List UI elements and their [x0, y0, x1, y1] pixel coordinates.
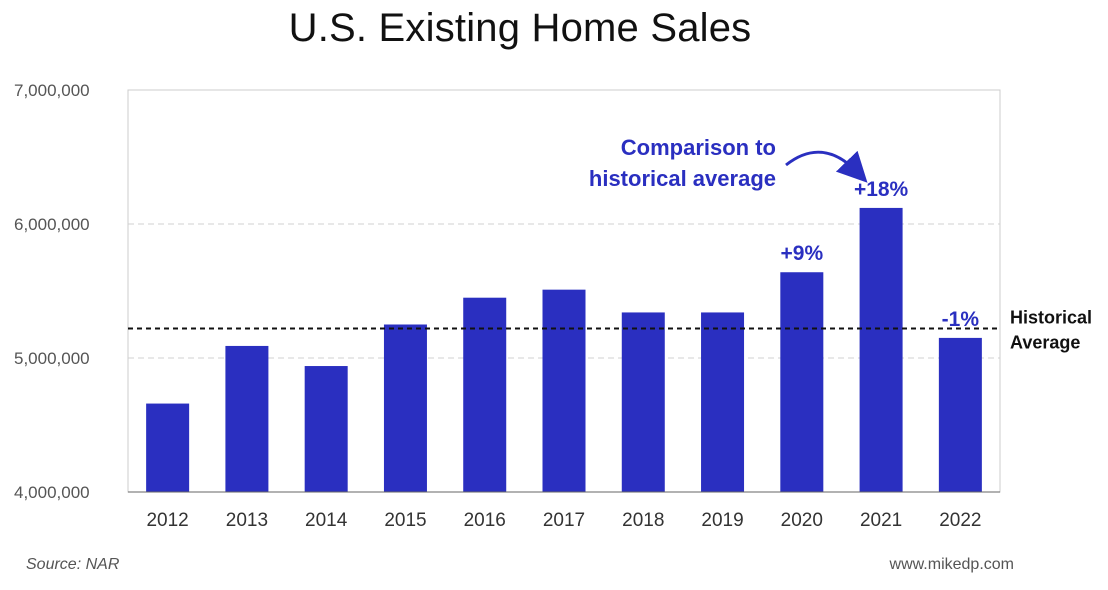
bar-label-2022: -1% — [942, 308, 980, 331]
bar-2019 — [701, 312, 745, 492]
chart-title: U.S. Existing Home Sales — [288, 6, 752, 50]
bar-2014 — [304, 366, 348, 492]
x-tick-label: 2019 — [701, 510, 743, 531]
x-tick-label: 2017 — [543, 510, 585, 531]
bar-2015 — [383, 324, 427, 492]
bar-2022 — [938, 337, 982, 492]
y-tick-label: 6,000,000 — [14, 215, 90, 234]
site-credit: www.mikedp.com — [889, 556, 1014, 573]
annotation-arrow — [785, 150, 868, 183]
bar-label-2021: +18% — [854, 178, 909, 201]
bar-2021 — [859, 207, 903, 493]
x-tick-label: 2016 — [464, 510, 506, 531]
bar-2016 — [463, 297, 507, 492]
annotation-text: historical average — [589, 166, 776, 191]
annotation-text: Comparison to — [621, 135, 776, 160]
x-tick-label: 2012 — [146, 510, 188, 531]
x-tick-label: 2018 — [622, 510, 664, 531]
bar-label-2020: +9% — [781, 242, 824, 265]
source-note: Source: NAR — [26, 556, 120, 573]
x-tick-label: 2020 — [781, 510, 823, 531]
historical-average-label: Average — [1010, 333, 1080, 353]
y-tick-label: 7,000,000 — [14, 81, 90, 100]
x-tick-label: 2015 — [384, 510, 426, 531]
bar-2013 — [225, 345, 269, 492]
bar-2018 — [621, 312, 665, 492]
y-tick-label: 5,000,000 — [14, 349, 90, 368]
x-tick-label: 2013 — [226, 510, 268, 531]
historical-average-label: Historical — [1010, 308, 1092, 328]
x-tick-label: 2014 — [305, 510, 348, 531]
x-tick-label: 2021 — [860, 510, 902, 531]
bar-2017 — [542, 289, 586, 492]
x-tick-label: 2022 — [939, 510, 981, 531]
bar-2020 — [780, 272, 824, 492]
y-tick-label: 4,000,000 — [14, 483, 90, 502]
bar-2012 — [146, 403, 190, 492]
